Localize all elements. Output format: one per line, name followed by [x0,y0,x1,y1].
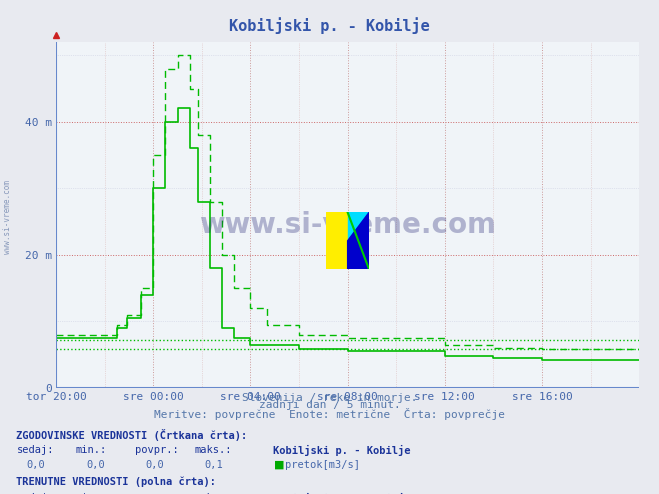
Text: 0,0: 0,0 [86,460,105,470]
Text: Meritve: povprečne  Enote: metrične  Črta: povprečje: Meritve: povprečne Enote: metrične Črta:… [154,408,505,419]
Text: pretok[m3/s]: pretok[m3/s] [285,460,360,470]
Text: Kobiljski p. - Kobilje: Kobiljski p. - Kobilje [273,445,411,456]
Text: Kobiljski p. - Kobilje: Kobiljski p. - Kobilje [229,17,430,34]
Text: Slovenija / reke in morje.: Slovenija / reke in morje. [242,393,417,403]
Text: sedaj:: sedaj: [16,493,54,494]
Text: www.si-vreme.com: www.si-vreme.com [199,211,496,239]
Text: zadnji dan / 5 minut.: zadnji dan / 5 minut. [258,400,401,410]
Text: povpr.:: povpr.: [135,445,179,455]
Text: ZGODOVINSKE VREDNOSTI (Črtkana črta):: ZGODOVINSKE VREDNOSTI (Črtkana črta): [16,429,248,441]
Text: 0,0: 0,0 [146,460,164,470]
Polygon shape [326,212,348,269]
Text: min.:: min.: [76,445,107,455]
Text: 0,0: 0,0 [27,460,45,470]
Text: ■: ■ [273,460,284,470]
Text: www.si-vreme.com: www.si-vreme.com [3,180,13,254]
Text: maks.:: maks.: [194,493,232,494]
Polygon shape [348,212,369,241]
Text: povpr.:: povpr.: [135,493,179,494]
Text: maks.:: maks.: [194,445,232,455]
Text: min.:: min.: [76,493,107,494]
Polygon shape [348,212,369,269]
Text: TRENUTNE VREDNOSTI (polna črta):: TRENUTNE VREDNOSTI (polna črta): [16,476,216,487]
Text: 0,1: 0,1 [205,460,223,470]
Text: sedaj:: sedaj: [16,445,54,455]
Text: Kobiljski p. - Kobilje: Kobiljski p. - Kobilje [273,493,411,494]
